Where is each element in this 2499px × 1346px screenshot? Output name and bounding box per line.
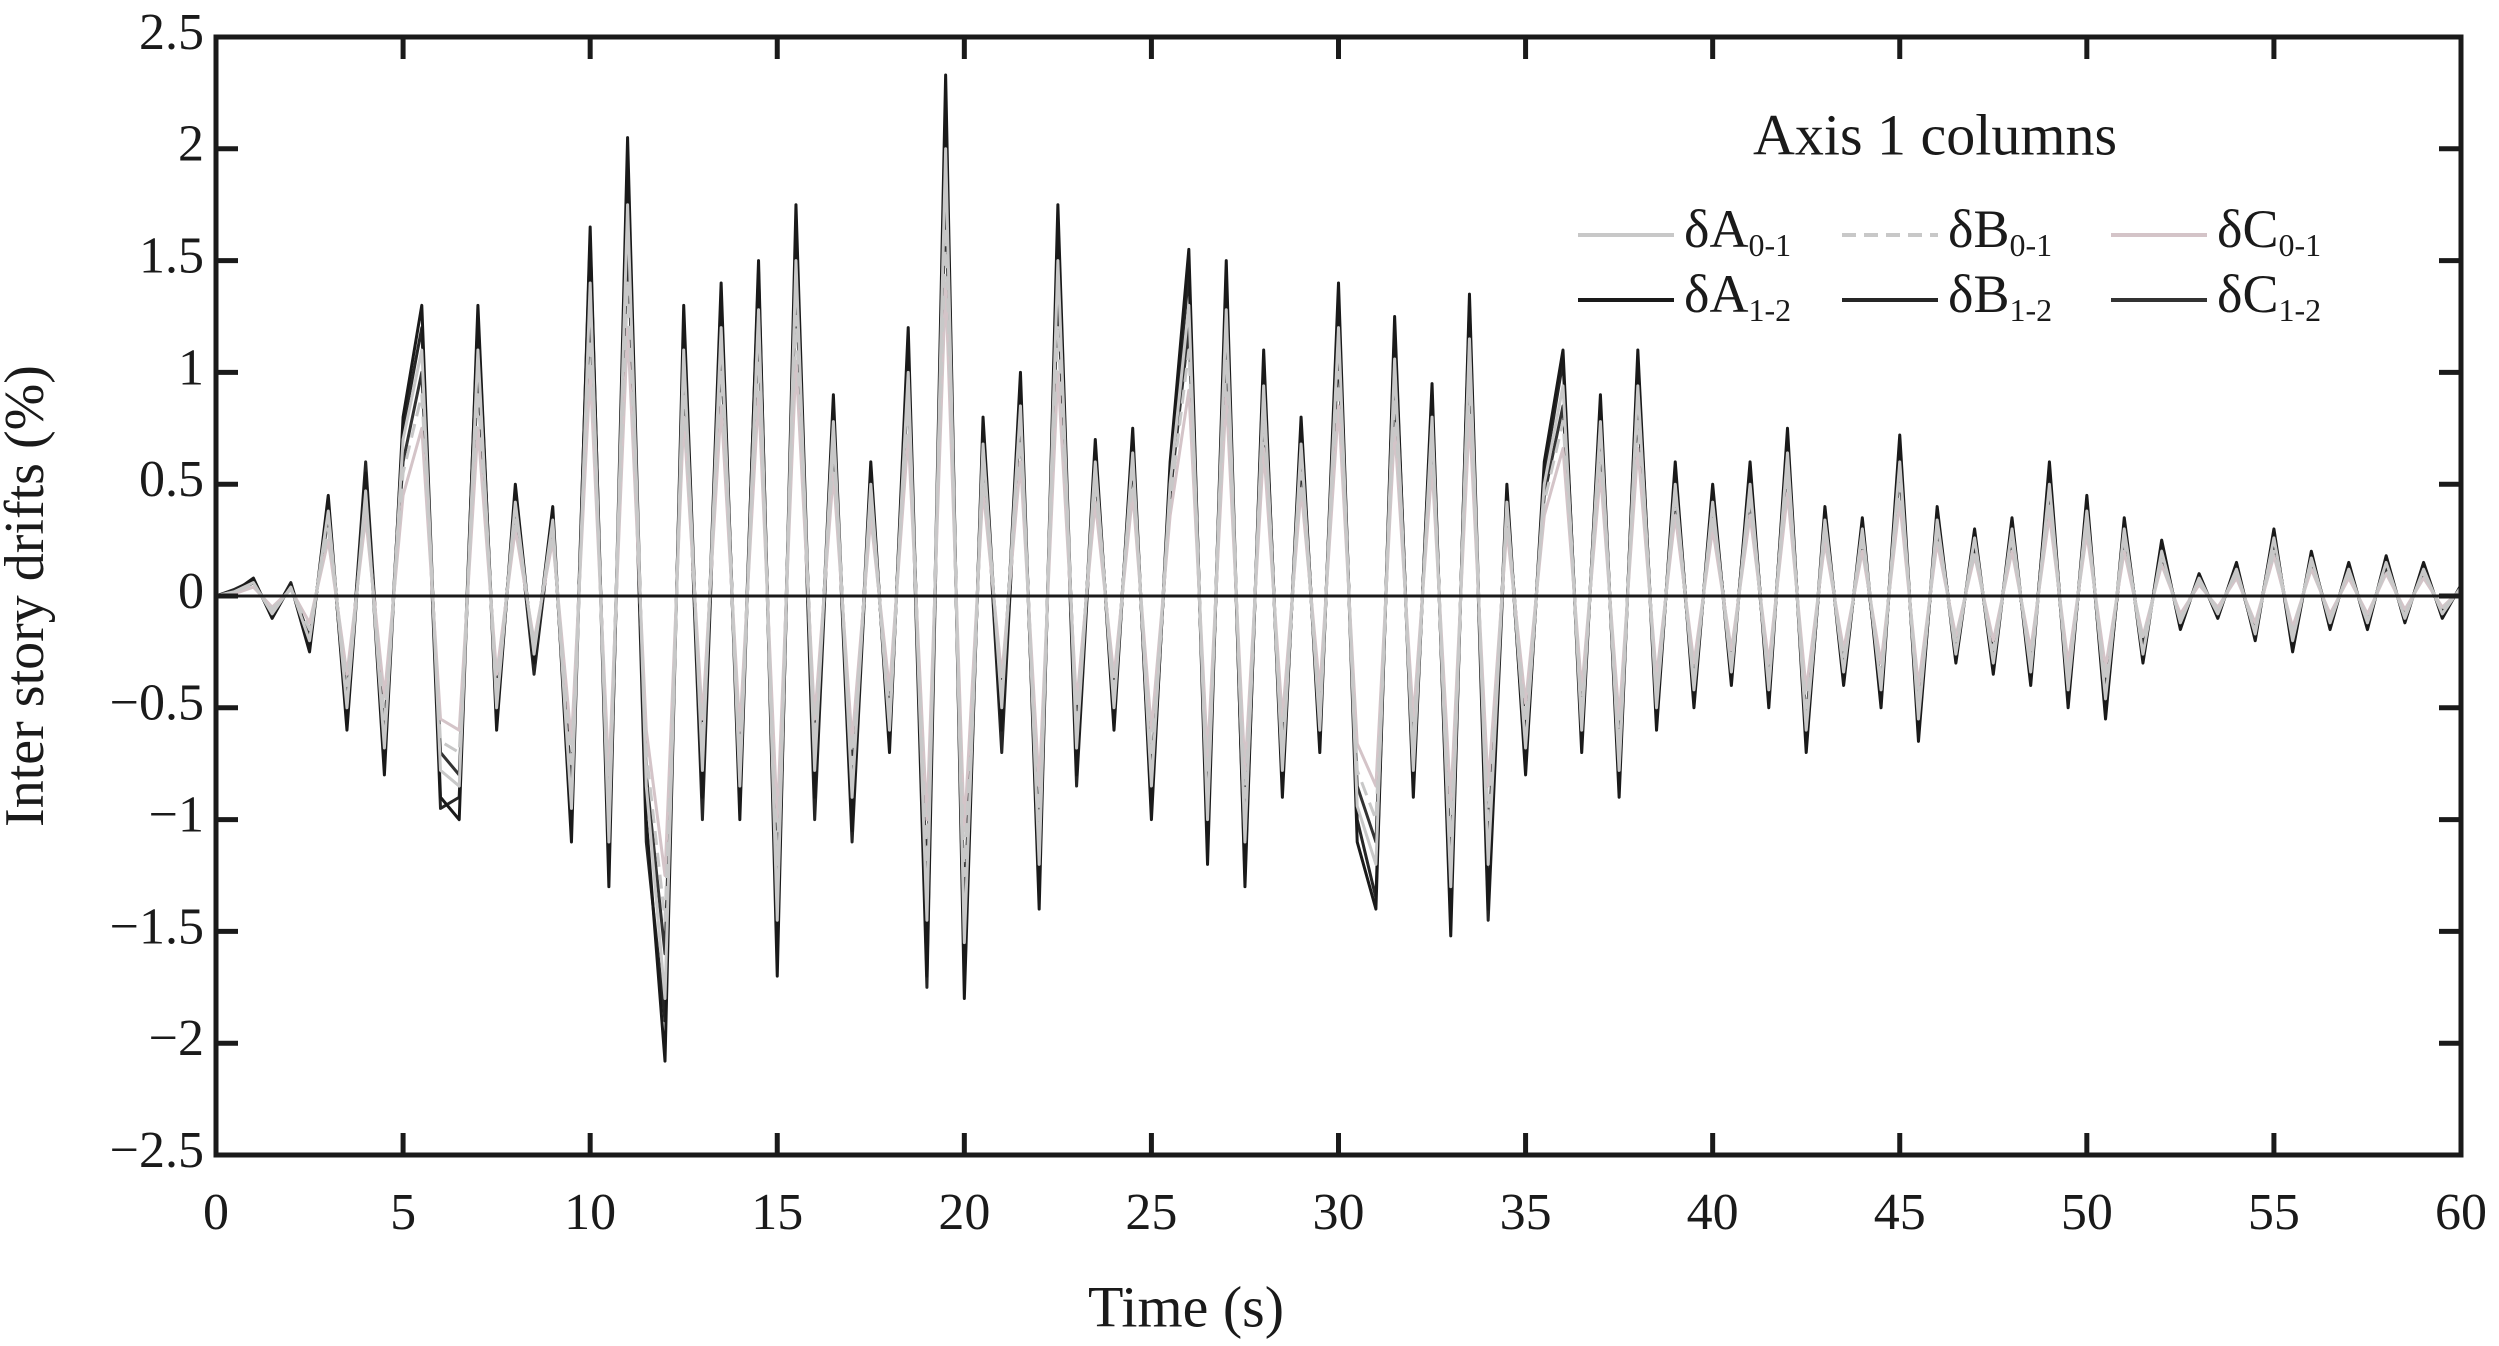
data-line — [215, 102, 2463, 1023]
x-tick-label: 15 — [751, 1184, 803, 1241]
y-tick-label: 0 — [178, 563, 204, 620]
y-tick-label: 0.5 — [139, 451, 204, 508]
y-tick-label: −0.5 — [110, 675, 204, 732]
y-tick-label: 2 — [178, 116, 204, 173]
x-tick-label: 50 — [2061, 1184, 2113, 1241]
x-tick-label: 25 — [1125, 1184, 1177, 1241]
legend-label: δB0-1 — [1948, 199, 2052, 263]
x-tick-label: 10 — [564, 1184, 616, 1241]
plot-frame — [213, 34, 2464, 1158]
y-tick-label: −2 — [149, 1010, 204, 1067]
x-axis-label: Time (s) — [1088, 1274, 1284, 1339]
x-tick-label: 45 — [1874, 1184, 1926, 1241]
chart-title: Axis 1 columns — [1753, 102, 2117, 167]
x-tick-label: 55 — [2248, 1184, 2300, 1241]
legend-label: δA1-2 — [1684, 264, 1791, 328]
x-tick-label: 35 — [1500, 1184, 1552, 1241]
y-tick-label: 1 — [178, 339, 204, 396]
legend-label: δC0-1 — [2217, 199, 2321, 263]
y-tick-label: −2.5 — [110, 1122, 204, 1179]
x-tick-label: 0 — [203, 1184, 229, 1241]
y-axis-label: Inter story drifts (%) — [0, 365, 56, 827]
y-tick-label: −1.5 — [110, 898, 204, 955]
x-tick-label: 20 — [938, 1184, 990, 1241]
legend-label: δA0-1 — [1684, 199, 1791, 263]
x-tick-label: 5 — [390, 1184, 416, 1241]
data-line — [215, 225, 2463, 922]
y-tick-label: 1.5 — [139, 228, 204, 285]
x-tick-label: 60 — [2435, 1184, 2487, 1241]
x-tick-label: 40 — [1687, 1184, 1739, 1241]
legend-label: δC1-2 — [2217, 264, 2321, 328]
x-tick-label: 30 — [1313, 1184, 1365, 1241]
data-line — [215, 73, 2463, 1063]
data-line — [215, 147, 2463, 1000]
y-tick-label: 2.5 — [139, 4, 204, 61]
y-tick-label: −1 — [149, 787, 204, 844]
legend-label: δB1-2 — [1948, 264, 2052, 328]
